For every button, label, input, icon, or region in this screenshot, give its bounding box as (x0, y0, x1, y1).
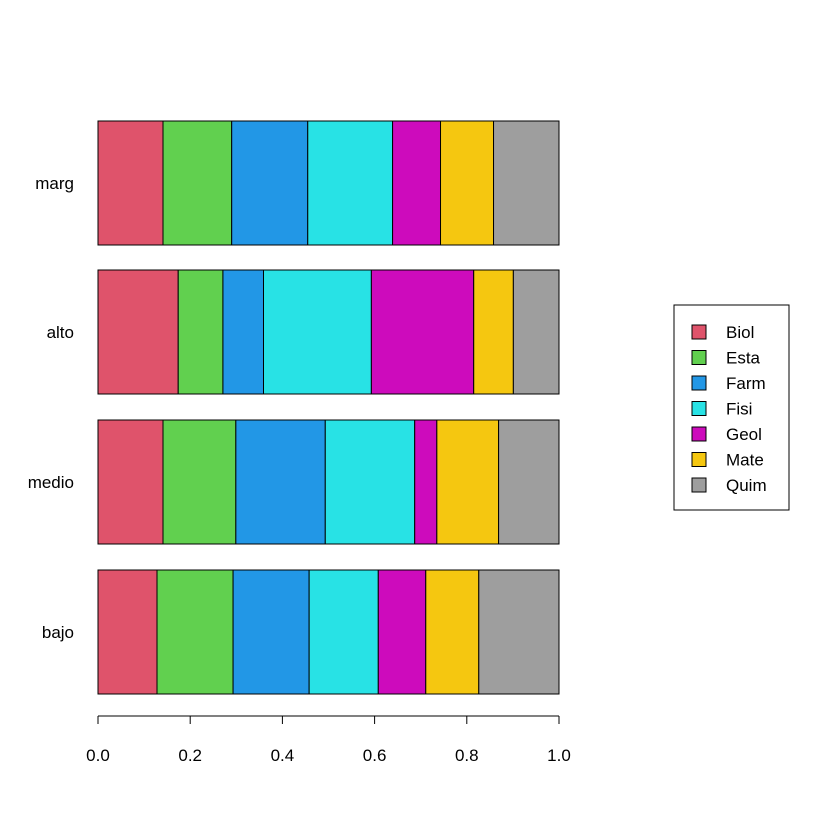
bar-segment-bajo-fisi (308, 569, 379, 695)
legend-label-esta: Esta (726, 349, 761, 368)
bar-segment-alto-geol (370, 269, 475, 395)
bar-area (97, 120, 560, 695)
bar-segment-medio-mate (436, 419, 500, 545)
bar-segment-bajo-biol (97, 569, 158, 695)
category-label-bajo: bajo (42, 623, 74, 642)
bar-segment-bajo-mate (425, 569, 480, 695)
legend-swatch-biol (691, 324, 707, 340)
x-tick-label: 1.0 (547, 746, 571, 765)
x-tick-label: 0.0 (86, 746, 110, 765)
legend-label-fisi: Fisi (726, 400, 752, 419)
legend-swatch-mate (691, 452, 707, 467)
legend-label-biol: Biol (726, 323, 754, 342)
legend-label-quim: Quim (726, 476, 767, 495)
bar-segment-medio-esta (162, 419, 237, 545)
x-tick-label: 0.2 (178, 746, 202, 765)
legend-swatch-esta (691, 350, 707, 365)
bar-segment-alto-biol (97, 269, 179, 395)
bar-segment-bajo-esta (156, 569, 234, 695)
legend-swatch-farm (691, 375, 707, 391)
bar-segment-marg-quim (493, 120, 560, 246)
bar-segment-medio-farm (235, 419, 326, 545)
bar-segment-bajo-farm (232, 569, 310, 695)
bar-segment-marg-farm (231, 120, 309, 246)
x-tick-label: 0.6 (363, 746, 387, 765)
bar-segment-alto-farm (222, 269, 264, 395)
bar-segment-alto-fisi (262, 269, 372, 395)
legend-swatch-quim (691, 477, 707, 493)
bar-segment-alto-esta (177, 269, 224, 395)
x-tick-label: 0.8 (455, 746, 479, 765)
x-axis: 0.0 0.2 0.4 0.6 0.8 1.0 (86, 715, 571, 765)
bar-segment-medio-fisi (324, 419, 416, 545)
x-tick-label: 0.4 (271, 746, 295, 765)
bar-segment-alto-mate (473, 269, 514, 395)
category-label-medio: medio (28, 473, 74, 492)
legend-label-mate: Mate (726, 451, 764, 470)
bar-segment-marg-geol (392, 120, 442, 246)
legend-label-farm: Farm (726, 374, 766, 393)
bar-segment-marg-biol (97, 120, 164, 246)
bar-segment-medio-biol (97, 419, 164, 545)
category-label-marg: marg (35, 174, 74, 193)
bar-segment-marg-esta (162, 120, 233, 246)
bar-segment-bajo-geol (377, 569, 427, 695)
category-labels: bajo medio alto marg (28, 174, 74, 642)
legend-swatch-fisi (691, 401, 707, 416)
bar-segment-marg-mate (440, 120, 495, 246)
bar-segment-marg-fisi (307, 120, 394, 246)
bar-segment-medio-quim (498, 419, 560, 545)
legend: Biol Esta Farm Fisi Geol Mate Quim (673, 304, 790, 511)
bar-segment-bajo-quim (478, 569, 560, 695)
legend-swatch-geol (691, 426, 707, 442)
bar-segment-medio-geol (414, 419, 438, 545)
legend-label-geol: Geol (726, 425, 762, 444)
category-label-alto: alto (47, 323, 74, 342)
bar-segment-alto-quim (512, 269, 560, 395)
